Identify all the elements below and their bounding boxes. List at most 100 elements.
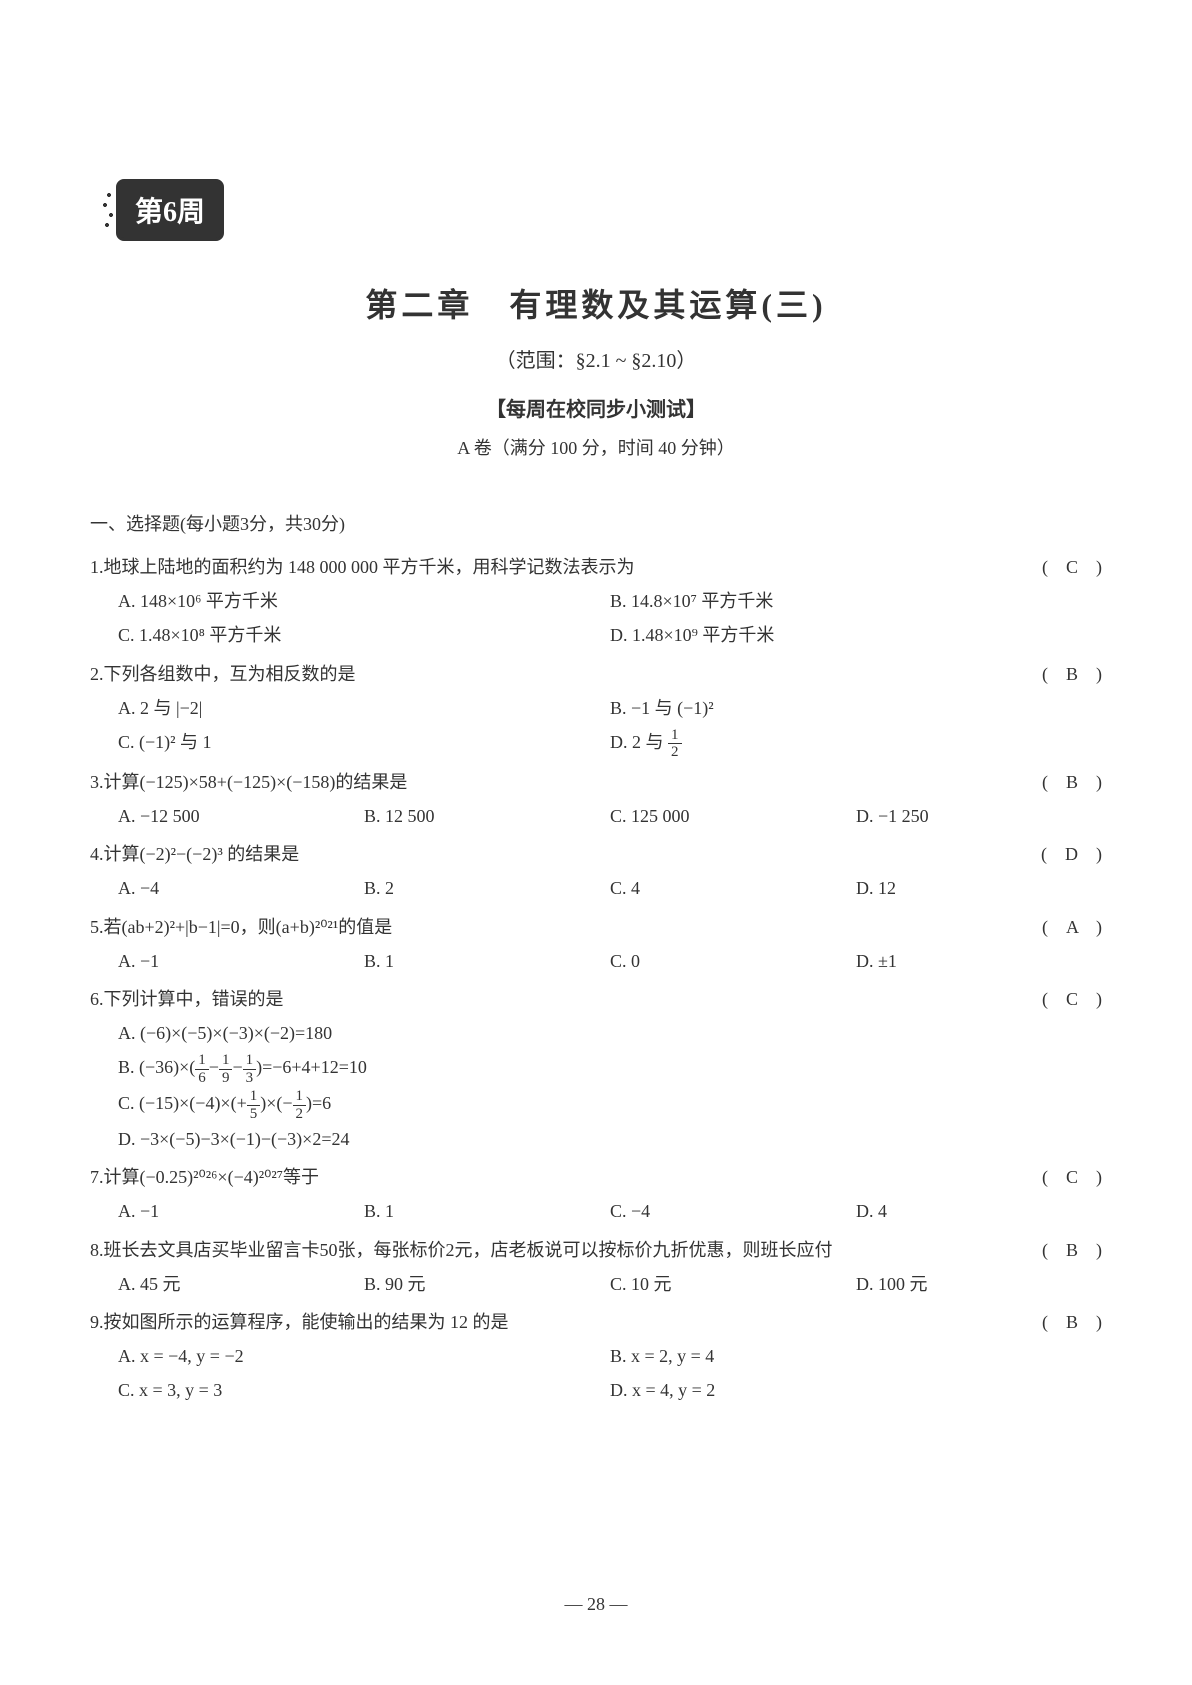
- answer-letter: D: [1065, 844, 1078, 864]
- choice: B. x = 2, y = 4: [610, 1339, 1102, 1373]
- choice: B. 2: [364, 871, 610, 905]
- choice: B. 1: [364, 1194, 610, 1228]
- question-stem: 8. 班长去文具店买毕业留言卡50张，每张标价2元，店老板说可以按标价九折优惠，…: [90, 1233, 1102, 1267]
- question-text: 地球上陆地的面积约为 148 000 000 平方千米，用科学记数法表示为( C…: [104, 550, 1103, 584]
- question-text: 计算(−2)²−(−2)³ 的结果是( D ): [104, 837, 1103, 871]
- choice: B. −1 与 (−1)²: [610, 691, 1102, 725]
- question-stem: 7. 计算(−0.25)²⁰²⁶×(−4)²⁰²⁷等于( C ): [90, 1160, 1102, 1194]
- question-text: 下列计算中，错误的是( C ): [104, 982, 1103, 1016]
- choice: C. 10 元: [610, 1267, 856, 1301]
- answer-letter: C: [1066, 557, 1078, 577]
- choice: C. (−15)×(−4)×(+15)×(−12)=6: [118, 1086, 1102, 1122]
- question-text: 下列各组数中，互为相反数的是( B ): [104, 657, 1103, 691]
- section-heading: 一、选择题(每小题3分，共30分): [90, 510, 1102, 536]
- question-text: 班长去文具店买毕业留言卡50张，每张标价2元，店老板说可以按标价九折优惠，则班长…: [104, 1233, 1103, 1267]
- subtitle: 【每周在校同步小测试】: [90, 393, 1102, 422]
- question: 4. 计算(−2)²−(−2)³ 的结果是( D )A. −4B. 2C. 4D…: [90, 837, 1102, 905]
- question: 3. 计算(−125)×58+(−125)×(−158)的结果是( B )A. …: [90, 765, 1102, 833]
- answer-letter: B: [1066, 1312, 1078, 1332]
- answer-paren: ( C ): [1042, 982, 1102, 1016]
- paper-info: A 卷（满分 100 分，时间 40 分钟）: [90, 434, 1102, 460]
- question-number: 9.: [90, 1305, 104, 1339]
- choice: C. −4: [610, 1194, 856, 1228]
- question: 2. 下列各组数中，互为相反数的是( B )A. 2 与 |−2|B. −1 与…: [90, 657, 1102, 761]
- choice: A. −12 500: [118, 799, 364, 833]
- choices: A. x = −4, y = −2B. x = 2, y = 4C. x = 3…: [90, 1339, 1102, 1407]
- choice: D. −1 250: [856, 799, 1102, 833]
- choices: A. −1B. 1C. −4D. 4: [90, 1194, 1102, 1228]
- choices: A. −4B. 2C. 4D. 12: [90, 871, 1102, 905]
- choice: A. 2 与 |−2|: [118, 691, 610, 725]
- choice: C. x = 3, y = 3: [118, 1373, 610, 1407]
- question-number: 4.: [90, 837, 104, 871]
- question-number: 3.: [90, 765, 104, 799]
- question-number: 6.: [90, 982, 104, 1016]
- choice: B. 1: [364, 944, 610, 978]
- question: 1. 地球上陆地的面积约为 148 000 000 平方千米，用科学记数法表示为…: [90, 550, 1102, 653]
- choice: D. −3×(−5)−3×(−1)−(−3)×2=24: [118, 1122, 1102, 1156]
- answer-letter: C: [1066, 989, 1078, 1009]
- choices: A. 148×10⁶ 平方千米B. 14.8×10⁷ 平方千米C. 1.48×1…: [90, 584, 1102, 652]
- choice: B. 14.8×10⁷ 平方千米: [610, 584, 1102, 618]
- choice: C. (−1)² 与 1: [118, 725, 610, 761]
- choice: D. 2 与 12: [610, 725, 1102, 761]
- question-stem: 5. 若(ab+2)²+|b−1|=0，则(a+b)²⁰²¹的值是( A ): [90, 910, 1102, 944]
- page-number: — 28 —: [0, 1594, 1192, 1615]
- question: 8. 班长去文具店买毕业留言卡50张，每张标价2元，店老板说可以按标价九折优惠，…: [90, 1233, 1102, 1301]
- choice: A. 148×10⁶ 平方千米: [118, 584, 610, 618]
- question-text: 若(ab+2)²+|b−1|=0，则(a+b)²⁰²¹的值是( A ): [104, 910, 1103, 944]
- questions-container: 1. 地球上陆地的面积约为 148 000 000 平方千米，用科学记数法表示为…: [90, 550, 1102, 1408]
- question-text: 按如图所示的运算程序，能使输出的结果为 12 的是( B ): [104, 1305, 1103, 1339]
- chapter-title: 第二章 有理数及其运算(三): [90, 280, 1102, 326]
- choice: D. 12: [856, 871, 1102, 905]
- answer-paren: ( C ): [1042, 1160, 1102, 1194]
- choices: A. 2 与 |−2|B. −1 与 (−1)²C. (−1)² 与 1D. 2…: [90, 691, 1102, 761]
- choice: A. (−6)×(−5)×(−3)×(−2)=180: [118, 1016, 1102, 1050]
- choice: D. x = 4, y = 2: [610, 1373, 1102, 1407]
- choice: D. 4: [856, 1194, 1102, 1228]
- choice: C. 1.48×10⁸ 平方千米: [118, 618, 610, 652]
- choice: C. 125 000: [610, 799, 856, 833]
- choice: A. 45 元: [118, 1267, 364, 1301]
- choice: D. 1.48×10⁹ 平方千米: [610, 618, 1102, 652]
- choice: A. −1: [118, 944, 364, 978]
- answer-paren: ( A ): [1042, 910, 1102, 944]
- range-text: （范围：§2.1 ~ §2.10）: [90, 344, 1102, 373]
- question-number: 7.: [90, 1160, 104, 1194]
- choice: B. 12 500: [364, 799, 610, 833]
- question-stem: 1. 地球上陆地的面积约为 148 000 000 平方千米，用科学记数法表示为…: [90, 550, 1102, 584]
- question-stem: 3. 计算(−125)×58+(−125)×(−158)的结果是( B ): [90, 765, 1102, 799]
- question-number: 2.: [90, 657, 104, 691]
- main-content: 第二章 有理数及其运算(三) （范围：§2.1 ~ §2.10） 【每周在校同步…: [90, 280, 1102, 1408]
- choice: B. 90 元: [364, 1267, 610, 1301]
- answer-letter: B: [1066, 1240, 1078, 1260]
- choice: D. ±1: [856, 944, 1102, 978]
- question-number: 1.: [90, 550, 104, 584]
- answer-paren: ( B ): [1042, 765, 1102, 799]
- choice: B. (−36)×(16−19−13)=−6+4+12=10: [118, 1050, 1102, 1086]
- answer-letter: A: [1066, 917, 1078, 937]
- question: 6. 下列计算中，错误的是( C )A. (−6)×(−5)×(−3)×(−2)…: [90, 982, 1102, 1156]
- answer-paren: ( B ): [1042, 1305, 1102, 1339]
- question-number: 5.: [90, 910, 104, 944]
- answer-letter: C: [1066, 1167, 1078, 1187]
- question-text: 计算(−0.25)²⁰²⁶×(−4)²⁰²⁷等于( C ): [104, 1160, 1103, 1194]
- choice: A. −1: [118, 1194, 364, 1228]
- choice: C. 4: [610, 871, 856, 905]
- question: 7. 计算(−0.25)²⁰²⁶×(−4)²⁰²⁷等于( C )A. −1B. …: [90, 1160, 1102, 1228]
- choices: A. (−6)×(−5)×(−3)×(−2)=180B. (−36)×(16−1…: [90, 1016, 1102, 1156]
- answer-paren: ( C ): [1042, 550, 1102, 584]
- answer-paren: ( B ): [1042, 657, 1102, 691]
- question: 9. 按如图所示的运算程序，能使输出的结果为 12 的是( B )A. x = …: [90, 1305, 1102, 1408]
- question-stem: 9. 按如图所示的运算程序，能使输出的结果为 12 的是( B ): [90, 1305, 1102, 1339]
- choice: A. x = −4, y = −2: [118, 1339, 610, 1373]
- question-number: 8.: [90, 1233, 104, 1267]
- question-text: 计算(−125)×58+(−125)×(−158)的结果是( B ): [104, 765, 1103, 799]
- week-badge: 第6周: [95, 170, 245, 250]
- question-stem: 6. 下列计算中，错误的是( C ): [90, 982, 1102, 1016]
- question-stem: 4. 计算(−2)²−(−2)³ 的结果是( D ): [90, 837, 1102, 871]
- choice: C. 0: [610, 944, 856, 978]
- choices: A. −12 500B. 12 500C. 125 000D. −1 250: [90, 799, 1102, 833]
- choice: A. −4: [118, 871, 364, 905]
- question: 5. 若(ab+2)²+|b−1|=0，则(a+b)²⁰²¹的值是( A )A.…: [90, 910, 1102, 978]
